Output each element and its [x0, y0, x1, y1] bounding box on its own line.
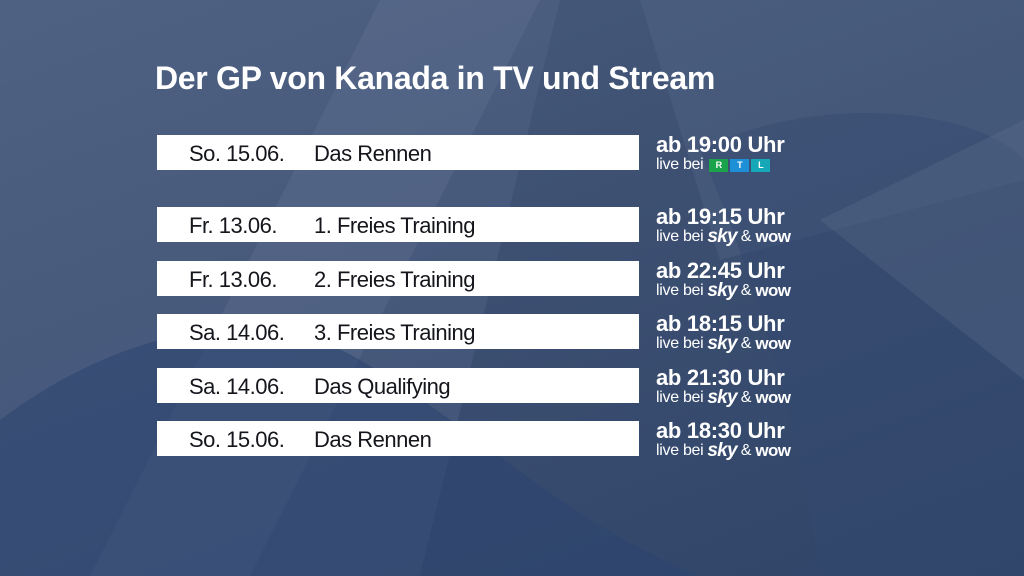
broadcaster-line: live bei sky & WOW: [656, 226, 791, 247]
schedule-bar: [157, 207, 639, 242]
session-event: 3. Freies Training: [314, 320, 475, 345]
session-time: ab 21:30 Uhr: [656, 365, 785, 390]
session-row: Sa. 14.06. Das Qualifying ab 21:30 Uhr l…: [157, 365, 817, 408]
session-time: ab 18:15 Uhr: [656, 311, 785, 336]
broadcaster-line: live bei R T L: [656, 155, 771, 175]
wow-logo-icon: WOW: [755, 227, 791, 246]
session-date: Fr. 13.06.: [189, 267, 277, 292]
broadcaster-line: live bei sky & WOW: [656, 280, 791, 301]
page-title: Der GP von Kanada in TV und Stream: [155, 60, 716, 96]
broadcaster-line: live bei sky & WOW: [656, 333, 791, 354]
ampersand: &: [740, 282, 752, 299]
session-row: Fr. 13.06. 1. Freies Training ab 19:15 U…: [157, 204, 817, 247]
wow-logo-icon: WOW: [755, 334, 791, 353]
broadcaster-line: live bei sky & WOW: [656, 387, 791, 408]
ampersand: &: [740, 442, 752, 459]
ampersand: &: [740, 228, 752, 245]
schedule-bar: [157, 314, 639, 349]
session-event: Das Rennen: [314, 141, 432, 166]
live-label: live bei: [656, 335, 704, 352]
session-date: So. 15.06.: [189, 427, 285, 452]
schedule-bar: [157, 368, 639, 403]
sky-logo-icon: sky: [707, 226, 737, 247]
session-time: ab 19:00 Uhr: [656, 132, 785, 157]
schedule-bar: [157, 135, 639, 170]
rtl-letter-t: T: [730, 158, 750, 172]
session-date: Sa. 14.06.: [189, 374, 285, 399]
ampersand: &: [740, 335, 752, 352]
sky-logo-icon: sky: [707, 387, 737, 408]
rtl-letter-l: L: [751, 158, 771, 172]
wow-logo-icon: WOW: [755, 281, 791, 300]
session-row: Fr. 13.06. 2. Freies Training ab 22:45 U…: [157, 258, 817, 301]
session-time: ab 22:45 Uhr: [656, 258, 785, 283]
schedule-bar: [157, 421, 639, 456]
wow-logo-icon: WOW: [755, 388, 791, 407]
broadcaster-line: live bei sky & WOW: [656, 440, 791, 461]
live-label: live bei: [656, 282, 704, 299]
featured-row: So. 15.06. Das Rennen ab 19:00 Uhr live …: [157, 132, 817, 175]
session-date: So. 15.06.: [189, 141, 285, 166]
session-time: ab 18:30 Uhr: [656, 418, 785, 443]
live-label: live bei: [656, 442, 704, 459]
live-label: live bei: [656, 156, 704, 173]
session-event: 1. Freies Training: [314, 213, 475, 238]
sky-logo-icon: sky: [707, 280, 737, 301]
schedule-bar: [157, 261, 639, 296]
session-time: ab 19:15 Uhr: [656, 204, 785, 229]
rtl-logo-icon: R T L: [709, 158, 771, 172]
ampersand: &: [740, 389, 752, 406]
session-event: Das Qualifying: [314, 374, 451, 399]
session-event: Das Rennen: [314, 427, 432, 452]
session-row: Sa. 14.06. 3. Freies Training ab 18:15 U…: [157, 311, 817, 354]
session-date: Fr. 13.06.: [189, 213, 277, 238]
live-label: live bei: [656, 389, 704, 406]
session-date: Sa. 14.06.: [189, 320, 285, 345]
sky-logo-icon: sky: [707, 440, 737, 461]
session-event: 2. Freies Training: [314, 267, 475, 292]
wow-logo-icon: WOW: [755, 441, 791, 460]
sky-logo-icon: sky: [707, 333, 737, 354]
live-label: live bei: [656, 228, 704, 245]
rtl-letter-r: R: [709, 158, 729, 172]
session-row: So. 15.06. Das Rennen ab 18:30 Uhr live …: [157, 418, 817, 461]
